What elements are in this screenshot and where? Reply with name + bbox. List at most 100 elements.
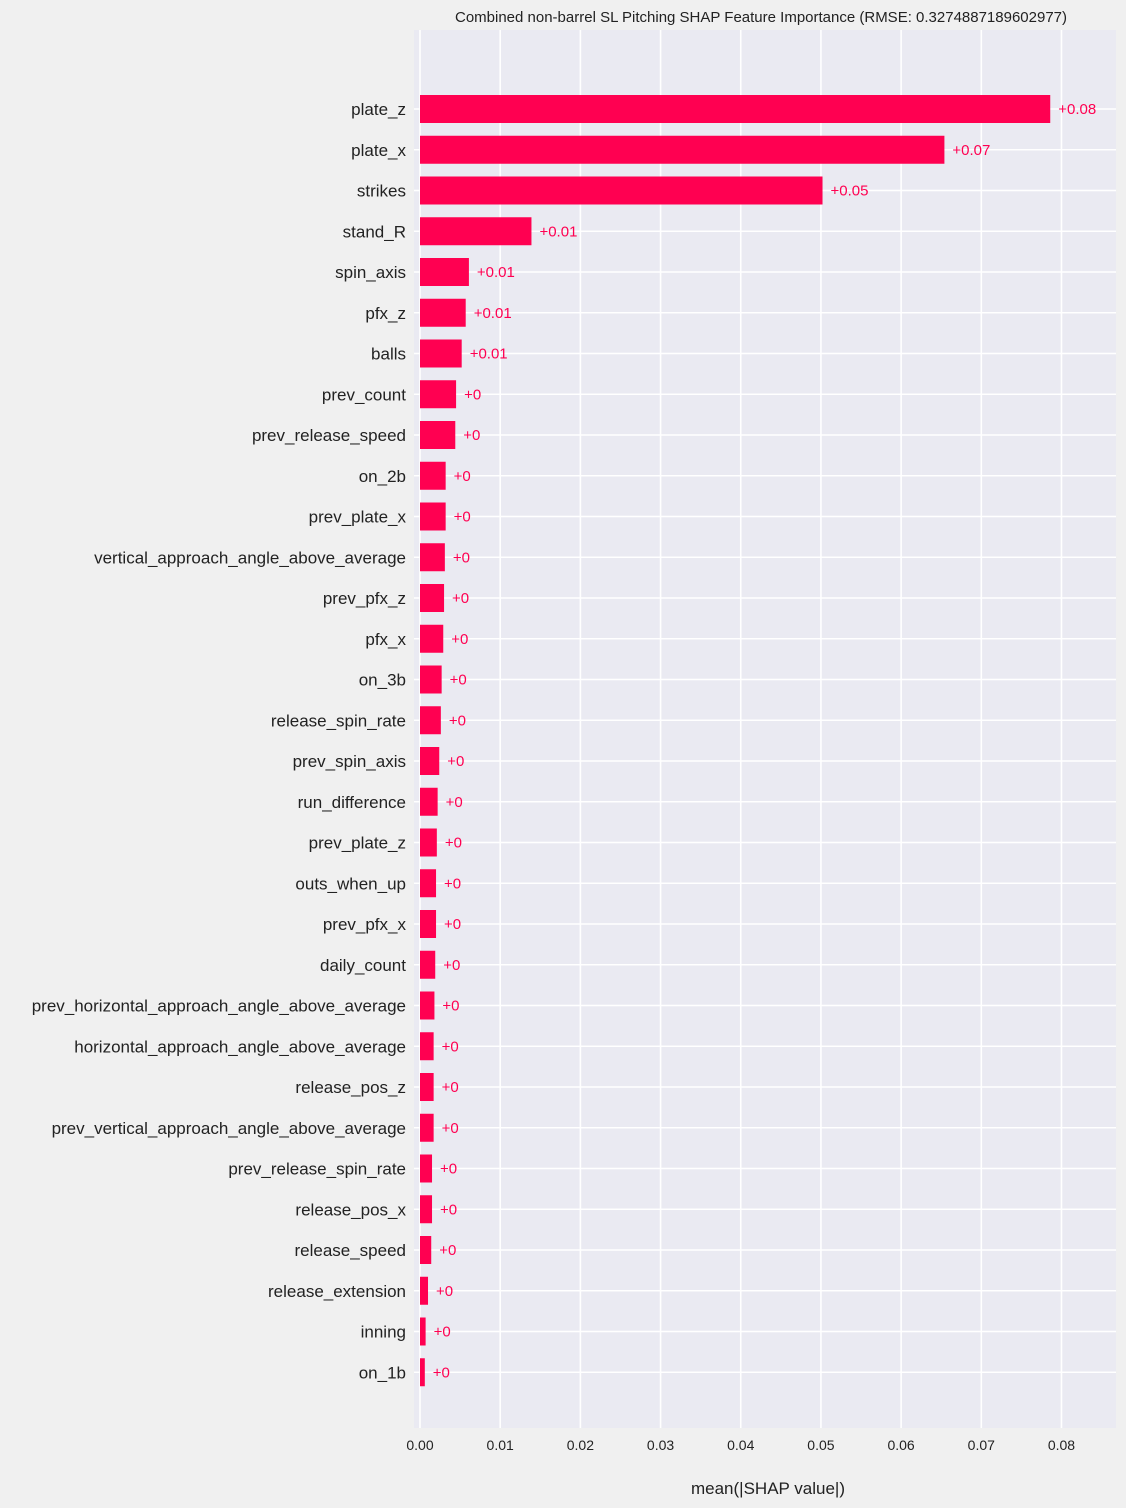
category-label: release_extension xyxy=(268,1282,406,1301)
value-label: +0 xyxy=(453,549,470,566)
plot-area xyxy=(414,30,1116,1428)
category-label: outs_when_up xyxy=(295,874,406,893)
category-label: prev_release_spin_rate xyxy=(228,1160,406,1179)
value-label: +0 xyxy=(442,1079,459,1096)
bar-release_spin_rate xyxy=(420,706,441,735)
x-axis-ticks: 0.00 0.01 0.02 0.03 0.04 0.05 0.06 0.07 0.08 xyxy=(406,1437,1075,1453)
value-label: +0 xyxy=(443,957,460,974)
value-label: +0.01 xyxy=(477,264,515,281)
category-label: release_spin_rate xyxy=(271,711,406,730)
category-label: stand_R xyxy=(343,222,406,241)
bar-prev_vertical_approach_angle_above_average xyxy=(420,1113,434,1142)
bar-strikes xyxy=(420,176,823,205)
value-label: +0 xyxy=(463,427,480,444)
category-label: balls xyxy=(371,345,406,364)
bar-on_1b xyxy=(420,1358,425,1387)
x-tick-label: 0.06 xyxy=(887,1437,914,1453)
category-label: prev_pfx_z xyxy=(323,589,406,608)
bar-on_2b xyxy=(420,461,446,490)
x-tick-label: 0.03 xyxy=(647,1437,674,1453)
bar-on_3b xyxy=(420,665,442,694)
value-label: +0 xyxy=(442,1038,459,1055)
value-label: +0 xyxy=(436,1283,453,1300)
bar-vertical_approach_angle_above_average xyxy=(420,543,445,572)
category-label: prev_release_speed xyxy=(252,426,406,445)
bar-prev_spin_axis xyxy=(420,747,440,775)
x-tick-label: 0.02 xyxy=(567,1437,594,1453)
bar-balls xyxy=(420,339,462,368)
bar-stand_R xyxy=(420,217,532,246)
category-label: daily_count xyxy=(320,956,406,975)
bar-outs_when_up xyxy=(420,869,437,898)
category-label: prev_plate_z xyxy=(309,834,406,853)
category-label: strikes xyxy=(357,182,406,201)
bar-release_extension xyxy=(420,1276,429,1305)
bar-daily_count xyxy=(420,950,436,979)
value-label: +0.01 xyxy=(539,223,577,240)
value-label: +0.07 xyxy=(952,142,990,159)
bar-release_pos_z xyxy=(420,1073,434,1101)
value-label: +0 xyxy=(454,468,471,485)
value-label: +0 xyxy=(440,1161,457,1178)
category-label: plate_z xyxy=(351,100,406,119)
category-label: run_difference xyxy=(298,793,406,812)
value-labels: +0.08 +0.07 +0.05 +0.01 +0.01 +0.01 +0.01 +0 +0 +… xyxy=(433,101,1096,1381)
value-label: +0 xyxy=(442,998,459,1015)
x-tick-label: 0.07 xyxy=(968,1437,995,1453)
bar-plate_x xyxy=(420,135,945,164)
chart-title: Combined non-barrel SL Pitching SHAP Fea… xyxy=(455,9,1067,26)
value-label: +0 xyxy=(452,590,469,607)
value-label: +0 xyxy=(444,875,461,892)
category-label: on_1b xyxy=(359,1363,406,1382)
category-label: on_3b xyxy=(359,671,406,690)
bar-inning xyxy=(420,1317,426,1346)
category-label: pfx_x xyxy=(365,630,406,649)
value-label: +0 xyxy=(450,672,467,689)
category-label: prev_vertical_approach_angle_above_avera… xyxy=(52,1119,406,1138)
x-tick-label: 0.05 xyxy=(807,1437,834,1453)
x-tick-label: 0.01 xyxy=(487,1437,514,1453)
bar-plate_z xyxy=(420,95,1051,123)
category-label: prev_plate_x xyxy=(309,508,407,527)
x-axis-label: mean(|SHAP value|) xyxy=(691,1479,845,1498)
bar-pfx_z xyxy=(420,298,466,327)
bar-release_speed xyxy=(420,1236,432,1264)
value-label: +0 xyxy=(451,631,468,648)
value-label: +0 xyxy=(434,1324,451,1341)
value-label: +0 xyxy=(444,916,461,933)
bar-prev_release_spin_rate xyxy=(420,1154,433,1183)
value-label: +0 xyxy=(439,1242,456,1259)
bar-run_difference xyxy=(420,787,438,816)
value-label: +0 xyxy=(442,1120,459,1137)
bar-release_pos_x xyxy=(420,1195,433,1224)
bar-prev_release_speed xyxy=(420,421,456,449)
value-label: +0 xyxy=(433,1364,450,1381)
value-label: +0 xyxy=(447,753,464,770)
bar-prev_plate_x xyxy=(420,502,446,531)
category-label: spin_axis xyxy=(335,263,406,282)
category-label: horizontal_approach_angle_above_average xyxy=(74,1037,406,1056)
category-label: release_speed xyxy=(294,1241,406,1260)
category-label: pfx_z xyxy=(365,304,406,323)
value-label: +0 xyxy=(449,712,466,729)
bar-prev_pfx_z xyxy=(420,584,445,612)
bar-prev_plate_z xyxy=(420,828,437,857)
value-label: +0 xyxy=(454,509,471,526)
category-label: plate_x xyxy=(351,141,406,160)
bar-horizontal_approach_angle_above_average xyxy=(420,1032,434,1061)
category-label: release_pos_x xyxy=(295,1200,406,1219)
category-label: prev_horizontal_approach_angle_above_ave… xyxy=(32,997,406,1016)
value-label: +0.08 xyxy=(1058,101,1096,118)
value-label: +0 xyxy=(445,835,462,852)
value-label: +0 xyxy=(440,1201,457,1218)
bar-spin_axis xyxy=(420,258,469,286)
category-label: release_pos_z xyxy=(295,1078,406,1097)
bar-prev_count xyxy=(420,380,457,409)
category-label: inning xyxy=(361,1323,406,1342)
x-tick-label: 0.08 xyxy=(1048,1437,1075,1453)
value-label: +0 xyxy=(446,794,463,811)
category-label: vertical_approach_angle_above_average xyxy=(94,548,406,567)
